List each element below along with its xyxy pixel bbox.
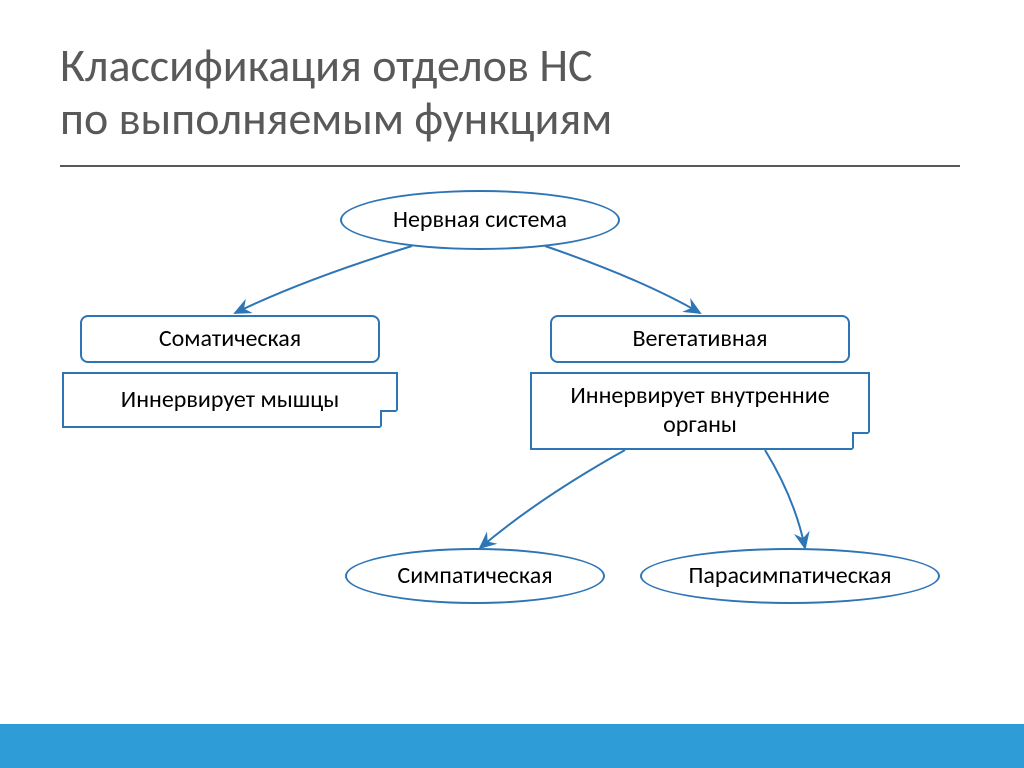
- node-label-somatic: Соматическая: [151, 325, 309, 354]
- node-vegetative: Вегетативная: [550, 315, 850, 363]
- node-vegetative_desc: Иннервирует внутренние органы: [530, 372, 870, 450]
- fold-mask: [380, 410, 398, 428]
- node-label-root: Нервная система: [385, 206, 575, 235]
- diagram-container: Нервная система Соматическая Вегетативная И…: [0, 0, 1024, 768]
- node-parasympathetic: Парасимпатическая: [640, 548, 940, 604]
- node-sympathetic: Симпатическая: [345, 548, 605, 604]
- edge-root-to-vegetative: [545, 246, 700, 313]
- node-label-vegetative_desc: Иннервирует внутренние органы: [532, 382, 868, 440]
- node-root: Нервная система: [340, 190, 620, 250]
- edge-root-to-somatic: [235, 246, 412, 313]
- node-label-sympathetic: Симпатическая: [389, 562, 560, 591]
- edge-vegetative_desc-to-parasympathetic: [765, 450, 805, 548]
- node-label-parasympathetic: Парасимпатическая: [680, 562, 899, 591]
- bottom-accent-bar: [0, 724, 1024, 768]
- node-somatic: Соматическая: [80, 315, 380, 363]
- node-label-somatic_desc: Иннервирует мышцы: [113, 386, 347, 415]
- node-label-vegetative: Вегетативная: [624, 325, 775, 354]
- fold-mask: [852, 432, 870, 450]
- edge-vegetative_desc-to-sympathetic: [480, 450, 625, 548]
- node-somatic_desc: Иннервирует мышцы: [62, 372, 398, 428]
